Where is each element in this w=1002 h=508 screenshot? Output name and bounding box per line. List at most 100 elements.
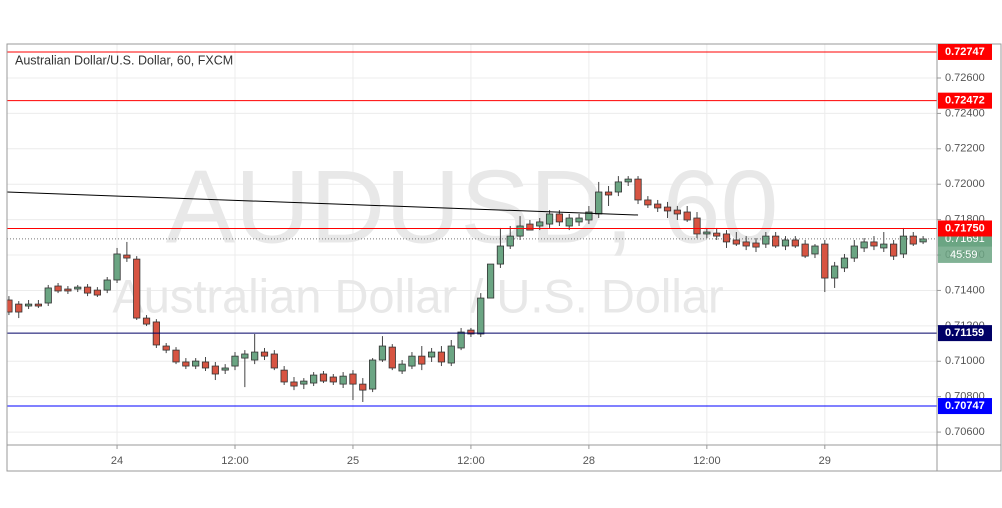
countdown-label: 45:59 — [950, 249, 978, 261]
candle-body — [614, 181, 622, 193]
candle-body — [378, 345, 387, 361]
candle-body — [280, 369, 288, 383]
candle-body — [447, 345, 455, 364]
candle-body — [683, 211, 691, 221]
candle-body — [516, 225, 524, 237]
level-box — [938, 220, 992, 237]
candle-body — [329, 376, 337, 383]
candle-body — [270, 353, 278, 369]
y-tick-label: 0.72000 — [945, 178, 985, 190]
candle-body — [457, 331, 465, 349]
trend-line — [7, 191, 639, 216]
candle-body — [133, 258, 141, 319]
level-box — [938, 325, 992, 342]
candle-body — [201, 361, 210, 369]
x-tick-label: 25 — [347, 455, 359, 467]
candle-body — [899, 235, 908, 255]
candle-body — [634, 178, 642, 201]
axes: 0.706000.708000.710000.712000.714000.716… — [111, 43, 992, 467]
candle-body — [860, 241, 868, 249]
candle-body — [890, 243, 898, 257]
level-label: 0.72472 — [945, 95, 985, 107]
candle-body — [7, 299, 13, 313]
frame — [6, 43, 1002, 472]
x-tick-label: 24 — [111, 455, 123, 467]
candle-body — [496, 245, 505, 265]
candle-body — [742, 241, 750, 247]
y-tick-label: 0.72200 — [945, 143, 985, 155]
candle-body — [113, 253, 121, 281]
candle-body — [369, 359, 377, 390]
candle-body — [211, 365, 219, 375]
candle-body — [290, 381, 298, 387]
candle-body — [74, 286, 82, 290]
candle-body — [398, 363, 406, 372]
candle-body — [172, 349, 180, 363]
candle-body — [644, 199, 652, 206]
candle-body — [536, 221, 544, 227]
candle-body — [486, 263, 495, 299]
candle-body — [762, 235, 770, 245]
x-tick-label: 28 — [583, 455, 595, 467]
candle-body — [103, 279, 111, 291]
y-tick-label: 0.71400 — [945, 284, 985, 296]
candle-body — [142, 317, 151, 325]
candle-body — [791, 239, 799, 247]
candle-body — [624, 178, 632, 183]
candle-body — [909, 235, 917, 245]
candle-body — [821, 243, 829, 279]
candle-body — [349, 373, 357, 385]
candle-body — [44, 287, 52, 304]
candle-body — [418, 355, 426, 365]
candle-body — [251, 351, 259, 361]
candle-body — [123, 254, 131, 259]
candle-body — [919, 238, 927, 243]
level-label: 0.70747 — [945, 400, 985, 412]
candle-body — [162, 345, 170, 351]
candle-body — [811, 245, 819, 255]
candle-body — [850, 245, 858, 259]
watermark: AUDUSD, 60 — [166, 149, 779, 265]
candle-body — [83, 286, 92, 294]
candle-body — [34, 303, 43, 307]
candle-body — [310, 374, 318, 384]
candle-body — [693, 217, 701, 235]
candle-body — [526, 223, 534, 231]
candle-body — [703, 231, 711, 235]
candle-body — [15, 303, 23, 313]
candle-body — [752, 242, 760, 248]
candle-body — [565, 217, 573, 227]
y-tick-label: 0.71000 — [945, 355, 985, 367]
candle-body — [585, 211, 593, 221]
level-label: 0.72747 — [945, 46, 985, 58]
chart-title: Australian Dollar/U.S. Dollar, 60, FXCM — [15, 53, 233, 67]
level-box — [938, 92, 992, 109]
candle-body — [880, 243, 888, 249]
candle-body — [604, 191, 613, 196]
candle-body — [781, 239, 790, 247]
y-tick-label: 0.72400 — [945, 107, 985, 119]
candle-body — [732, 239, 740, 245]
candle-body — [339, 375, 347, 385]
candle-body — [663, 206, 672, 212]
candle-body — [575, 217, 583, 223]
level-label: 0.71159 — [945, 327, 984, 339]
candle-body — [801, 243, 809, 257]
candle-body — [428, 351, 436, 358]
x-tick-label: 29 — [819, 455, 831, 467]
y-tick-label: 0.70600 — [945, 426, 985, 438]
candle-body — [437, 351, 446, 363]
candle-body — [300, 380, 308, 385]
grid — [7, 44, 937, 445]
candle-body — [772, 235, 780, 247]
candle-body — [231, 355, 239, 367]
x-tick-label: 12:00 — [693, 455, 721, 467]
candle-body — [713, 232, 721, 237]
candle-body — [319, 373, 328, 382]
candle-body — [506, 235, 514, 247]
candle-body — [545, 213, 554, 225]
candle-body — [831, 265, 839, 279]
candle-body — [24, 303, 33, 307]
candle-body — [260, 351, 269, 357]
